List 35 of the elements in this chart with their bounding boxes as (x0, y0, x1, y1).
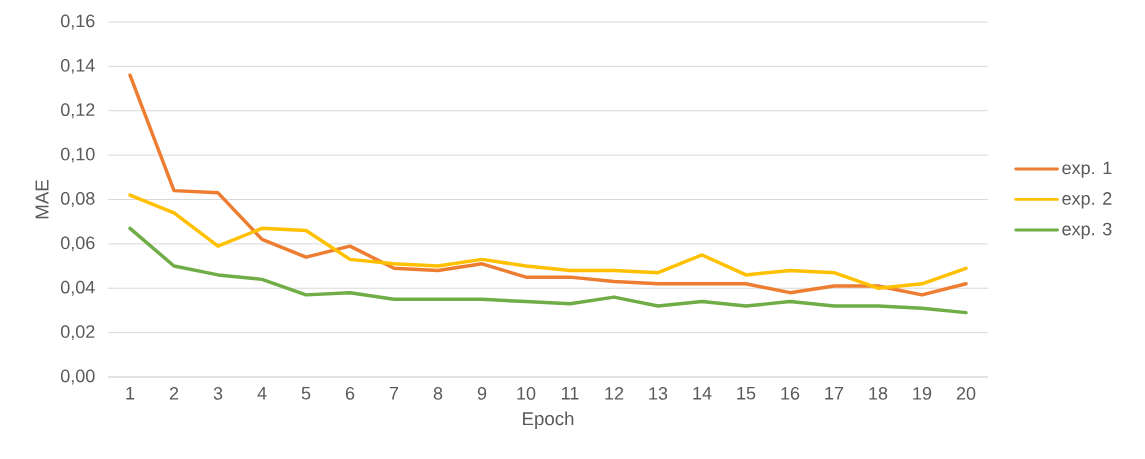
x-tick-label: 16 (781, 387, 800, 400)
y-tick-label: 0,02 (60, 325, 95, 341)
y-tick-label: 0,06 (60, 236, 95, 252)
x-tick-label: 4 (257, 387, 267, 400)
x-tick-label: 2 (169, 387, 179, 400)
line-series (128, 193, 968, 290)
x-tick-label: 5 (301, 387, 311, 400)
x-tick-label: 1 (126, 387, 135, 400)
x-tick-label: 6 (345, 387, 355, 400)
y-tick-label: 0,08 (60, 192, 95, 207)
x-tick-label: 15 (737, 387, 756, 400)
legend-label: exp. 2 (1062, 192, 1112, 209)
y-tick-label: 0,16 (60, 14, 95, 30)
y-tick-label: 0,04 (60, 280, 95, 296)
x-tick-label: 9 (477, 387, 487, 400)
x-tick-label: 18 (869, 387, 888, 400)
x-tick-label: 11 (562, 387, 579, 400)
x-axis-title: Epoch (523, 411, 574, 429)
y-axis-title: MAE (35, 180, 49, 219)
x-tick-label: 8 (433, 387, 443, 400)
y-tick-label: 0,12 (60, 103, 95, 119)
y-tick-label: 0,10 (60, 147, 95, 163)
x-tick-label: 3 (213, 387, 223, 400)
x-tick-label: 13 (649, 387, 668, 400)
x-tick-label: 10 (517, 387, 536, 400)
x-tick-label: 14 (693, 387, 712, 400)
x-tick-label: 17 (825, 387, 844, 400)
legend-label: exp. 3 (1062, 222, 1112, 239)
y-tick-label: 0,14 (60, 58, 95, 74)
x-tick-label: 7 (389, 387, 399, 400)
x-tick-label: 20 (956, 387, 976, 400)
x-tick-label: 19 (913, 387, 932, 400)
legend-label: exp. 1 (1062, 161, 1112, 178)
x-tick-label: 12 (605, 387, 624, 400)
y-tick-label: 0,00 (60, 369, 95, 385)
